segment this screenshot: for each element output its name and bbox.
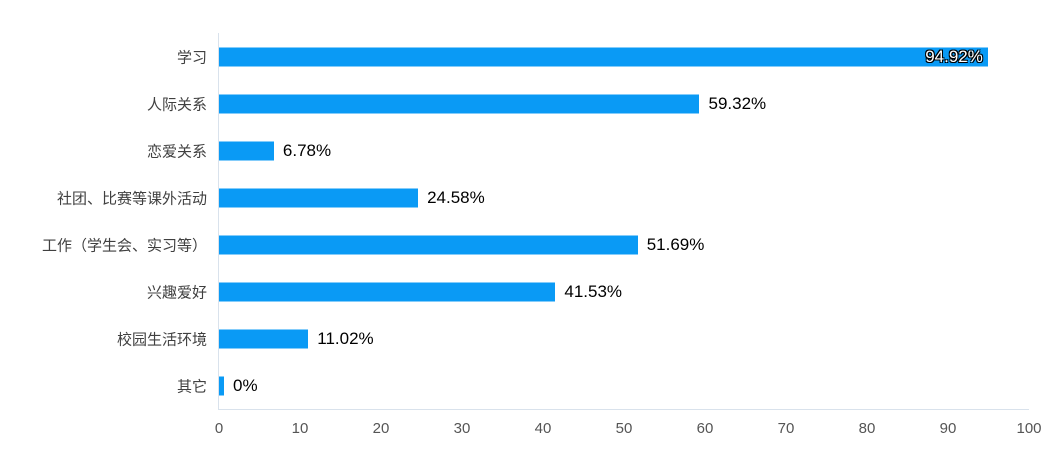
value-label: 0% xyxy=(233,375,258,395)
x-axis-tick-label: 0 xyxy=(214,420,224,437)
bar xyxy=(219,94,700,113)
bar-row: 人际关系 59.32% xyxy=(147,80,1029,127)
category-label: 学习 xyxy=(176,49,207,66)
x-axis-tick-label: 70 xyxy=(777,420,795,437)
category-label: 兴趣爱好 xyxy=(146,284,207,301)
bar-row: 恋爱关系 6.78% xyxy=(147,127,1029,174)
category-label: 人际关系 xyxy=(146,96,207,113)
x-axis-tick-label: 100 xyxy=(1016,420,1042,437)
bar xyxy=(219,282,556,301)
category-label: 社团、比赛等课外活动 xyxy=(56,190,207,207)
bar-row: 学习 94.92% xyxy=(177,33,1029,80)
x-axis-tick-label: 60 xyxy=(696,420,714,437)
category-label: 其它 xyxy=(176,378,207,395)
value-label: 41.53% xyxy=(564,281,623,301)
bar xyxy=(219,329,309,348)
bar-row: 工作（学生会、实习等） 51.69% xyxy=(42,221,1029,268)
value-label: 11.02% xyxy=(317,328,374,348)
bar xyxy=(219,188,419,207)
category-label: 工作（学生会、实习等） xyxy=(41,237,207,254)
bar-row: 校园生活环境 11.02% xyxy=(117,315,1029,362)
bar-row: 社团、比赛等课外活动 24.58% xyxy=(57,174,1029,221)
bar xyxy=(219,235,638,254)
bar xyxy=(219,141,274,160)
x-axis-tick-label: 30 xyxy=(453,420,471,437)
value-label: 59.32% xyxy=(708,93,767,113)
x-axis-tick-label: 20 xyxy=(372,420,390,437)
value-label: 24.58% xyxy=(427,187,485,207)
bar xyxy=(219,376,224,395)
category-label: 恋爱关系 xyxy=(146,143,207,160)
category-label: 校园生活环境 xyxy=(116,331,207,348)
bar-row: 其它 0% xyxy=(177,362,1029,409)
value-label: 94.92% xyxy=(925,46,983,66)
x-axis-tick-label: 80 xyxy=(858,420,876,437)
plot-area: 学习 94.92% 人际关系 59.32% 恋爱关系 6.78% 社团、比赛等课… xyxy=(42,33,1042,437)
bar-row: 兴趣爱好 41.53% xyxy=(147,268,1029,315)
x-axis-tick-label: 50 xyxy=(615,420,633,437)
x-axis-tick-label: 40 xyxy=(534,420,552,437)
value-label: 6.78% xyxy=(282,140,332,160)
x-axis-tick-label: 90 xyxy=(939,420,957,437)
x-axis-tick-label: 10 xyxy=(291,420,309,437)
value-label: 51.69% xyxy=(646,234,705,254)
bar xyxy=(219,47,988,66)
